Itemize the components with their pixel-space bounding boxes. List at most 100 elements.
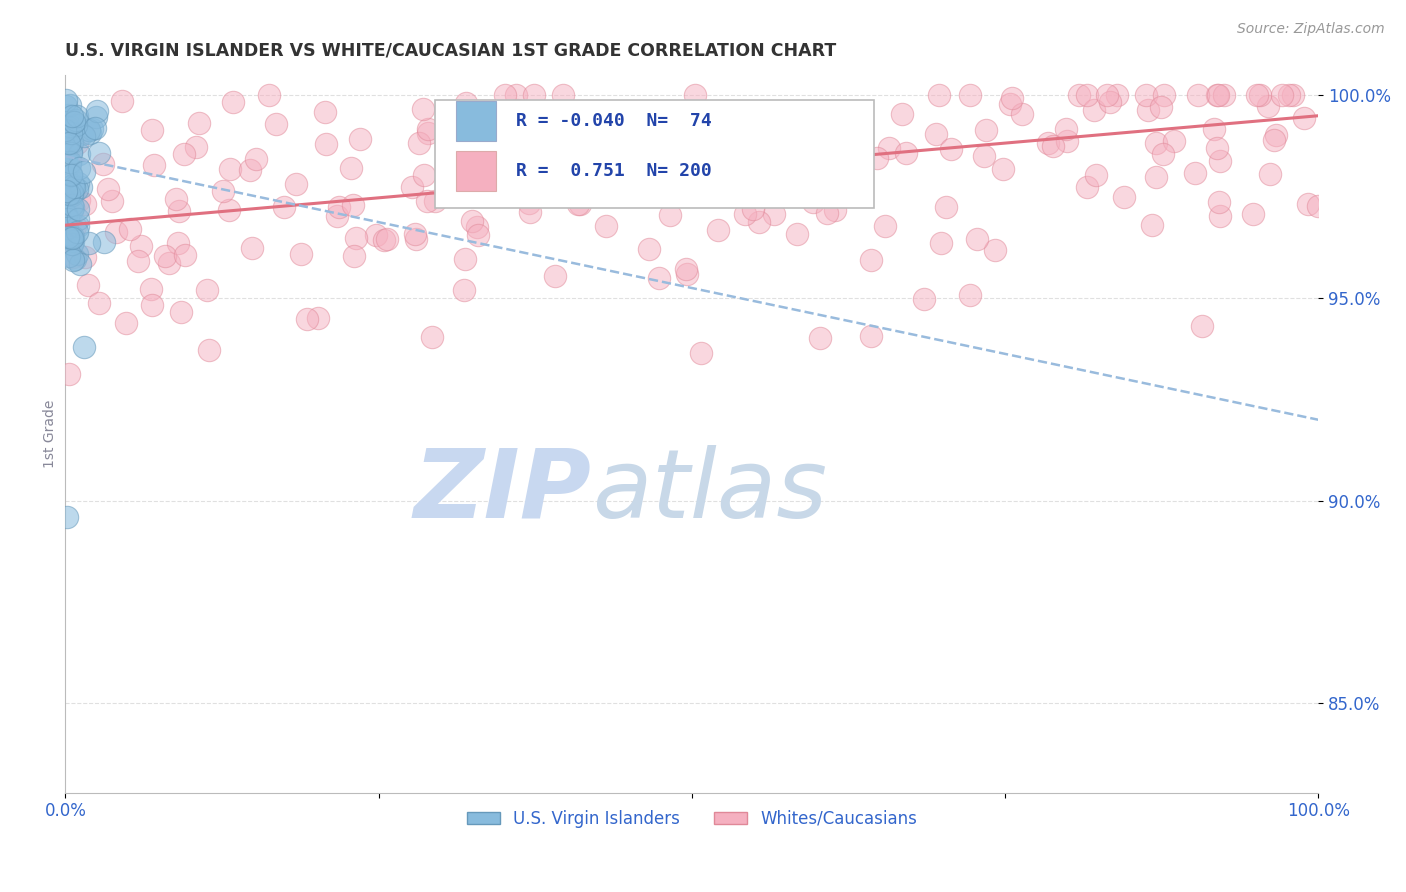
Point (60, 236, 83, 251)
Point (56, 510, 79, 524)
Point (366, 227, 388, 242)
Point (640, 172, 662, 186)
Text: Source: ZipAtlas.com: Source: ZipAtlas.com (1237, 22, 1385, 37)
Point (73, 340, 96, 354)
Point (273, 200, 295, 214)
Point (1153, 88, 1175, 103)
Point (1249, 88, 1271, 103)
Point (166, 192, 188, 206)
Point (928, 88, 950, 103)
Point (127, 254, 149, 268)
Point (734, 206, 756, 220)
Point (120, 222, 142, 236)
Point (404, 227, 426, 241)
Point (58, 180, 80, 194)
Point (659, 208, 682, 222)
Point (79, 126, 101, 140)
Point (1076, 180, 1098, 194)
Point (328, 200, 350, 214)
Point (218, 162, 240, 177)
Point (896, 145, 918, 160)
Point (991, 162, 1014, 177)
Point (79, 123, 101, 137)
Point (1011, 107, 1033, 121)
Point (239, 162, 262, 177)
Point (1152, 146, 1174, 161)
Point (523, 88, 546, 103)
Point (65, 136, 87, 151)
Point (84, 110, 107, 124)
Point (1140, 219, 1163, 233)
Point (58, 249, 80, 263)
Point (1042, 139, 1064, 153)
Point (295, 311, 318, 326)
Point (1191, 318, 1213, 333)
Point (60, 198, 83, 212)
Point (218, 203, 240, 218)
Point (314, 105, 336, 120)
Point (1271, 88, 1294, 103)
Point (1246, 88, 1268, 103)
Point (912, 292, 935, 306)
Point (401, 180, 423, 194)
Point (66, 202, 89, 216)
Point (959, 88, 981, 103)
Point (87, 296, 110, 310)
Point (935, 200, 957, 214)
Point (344, 231, 367, 245)
Point (786, 227, 808, 242)
Point (1076, 88, 1098, 103)
Point (454, 96, 477, 111)
Point (1257, 99, 1279, 113)
Point (416, 127, 439, 141)
Point (63, 115, 86, 129)
Point (67, 146, 90, 161)
Point (1265, 128, 1288, 142)
Point (211, 185, 233, 199)
Point (748, 215, 770, 229)
Point (595, 219, 617, 233)
Point (77, 236, 100, 251)
Point (75, 250, 97, 264)
Text: ZIP: ZIP (413, 445, 592, 538)
Point (1163, 134, 1185, 148)
Point (66, 212, 89, 227)
Point (58, 136, 80, 151)
Point (1067, 88, 1090, 103)
Point (599, 179, 621, 194)
Point (69, 193, 91, 207)
Point (675, 268, 697, 282)
Point (264, 117, 287, 131)
Point (153, 249, 176, 263)
Point (257, 88, 280, 103)
Point (676, 137, 699, 152)
FancyBboxPatch shape (457, 152, 496, 191)
Point (290, 247, 312, 261)
Point (104, 225, 127, 239)
Point (141, 297, 163, 311)
Point (56, 211, 79, 226)
Point (859, 252, 882, 267)
Point (66, 225, 89, 239)
Point (973, 149, 995, 163)
Point (375, 232, 398, 246)
Point (167, 235, 190, 250)
Point (647, 270, 669, 285)
Point (66, 110, 89, 124)
Point (59, 146, 82, 161)
Point (195, 284, 218, 298)
Point (638, 243, 661, 257)
Point (1209, 153, 1232, 168)
Point (866, 151, 889, 165)
Point (56, 108, 79, 122)
Point (1258, 167, 1281, 181)
Point (1000, 97, 1022, 112)
Point (766, 173, 789, 187)
Point (479, 126, 502, 140)
Point (716, 180, 738, 194)
Point (63, 252, 86, 266)
Point (465, 220, 488, 235)
Point (685, 88, 707, 103)
Point (412, 168, 434, 182)
Point (55, 184, 77, 198)
